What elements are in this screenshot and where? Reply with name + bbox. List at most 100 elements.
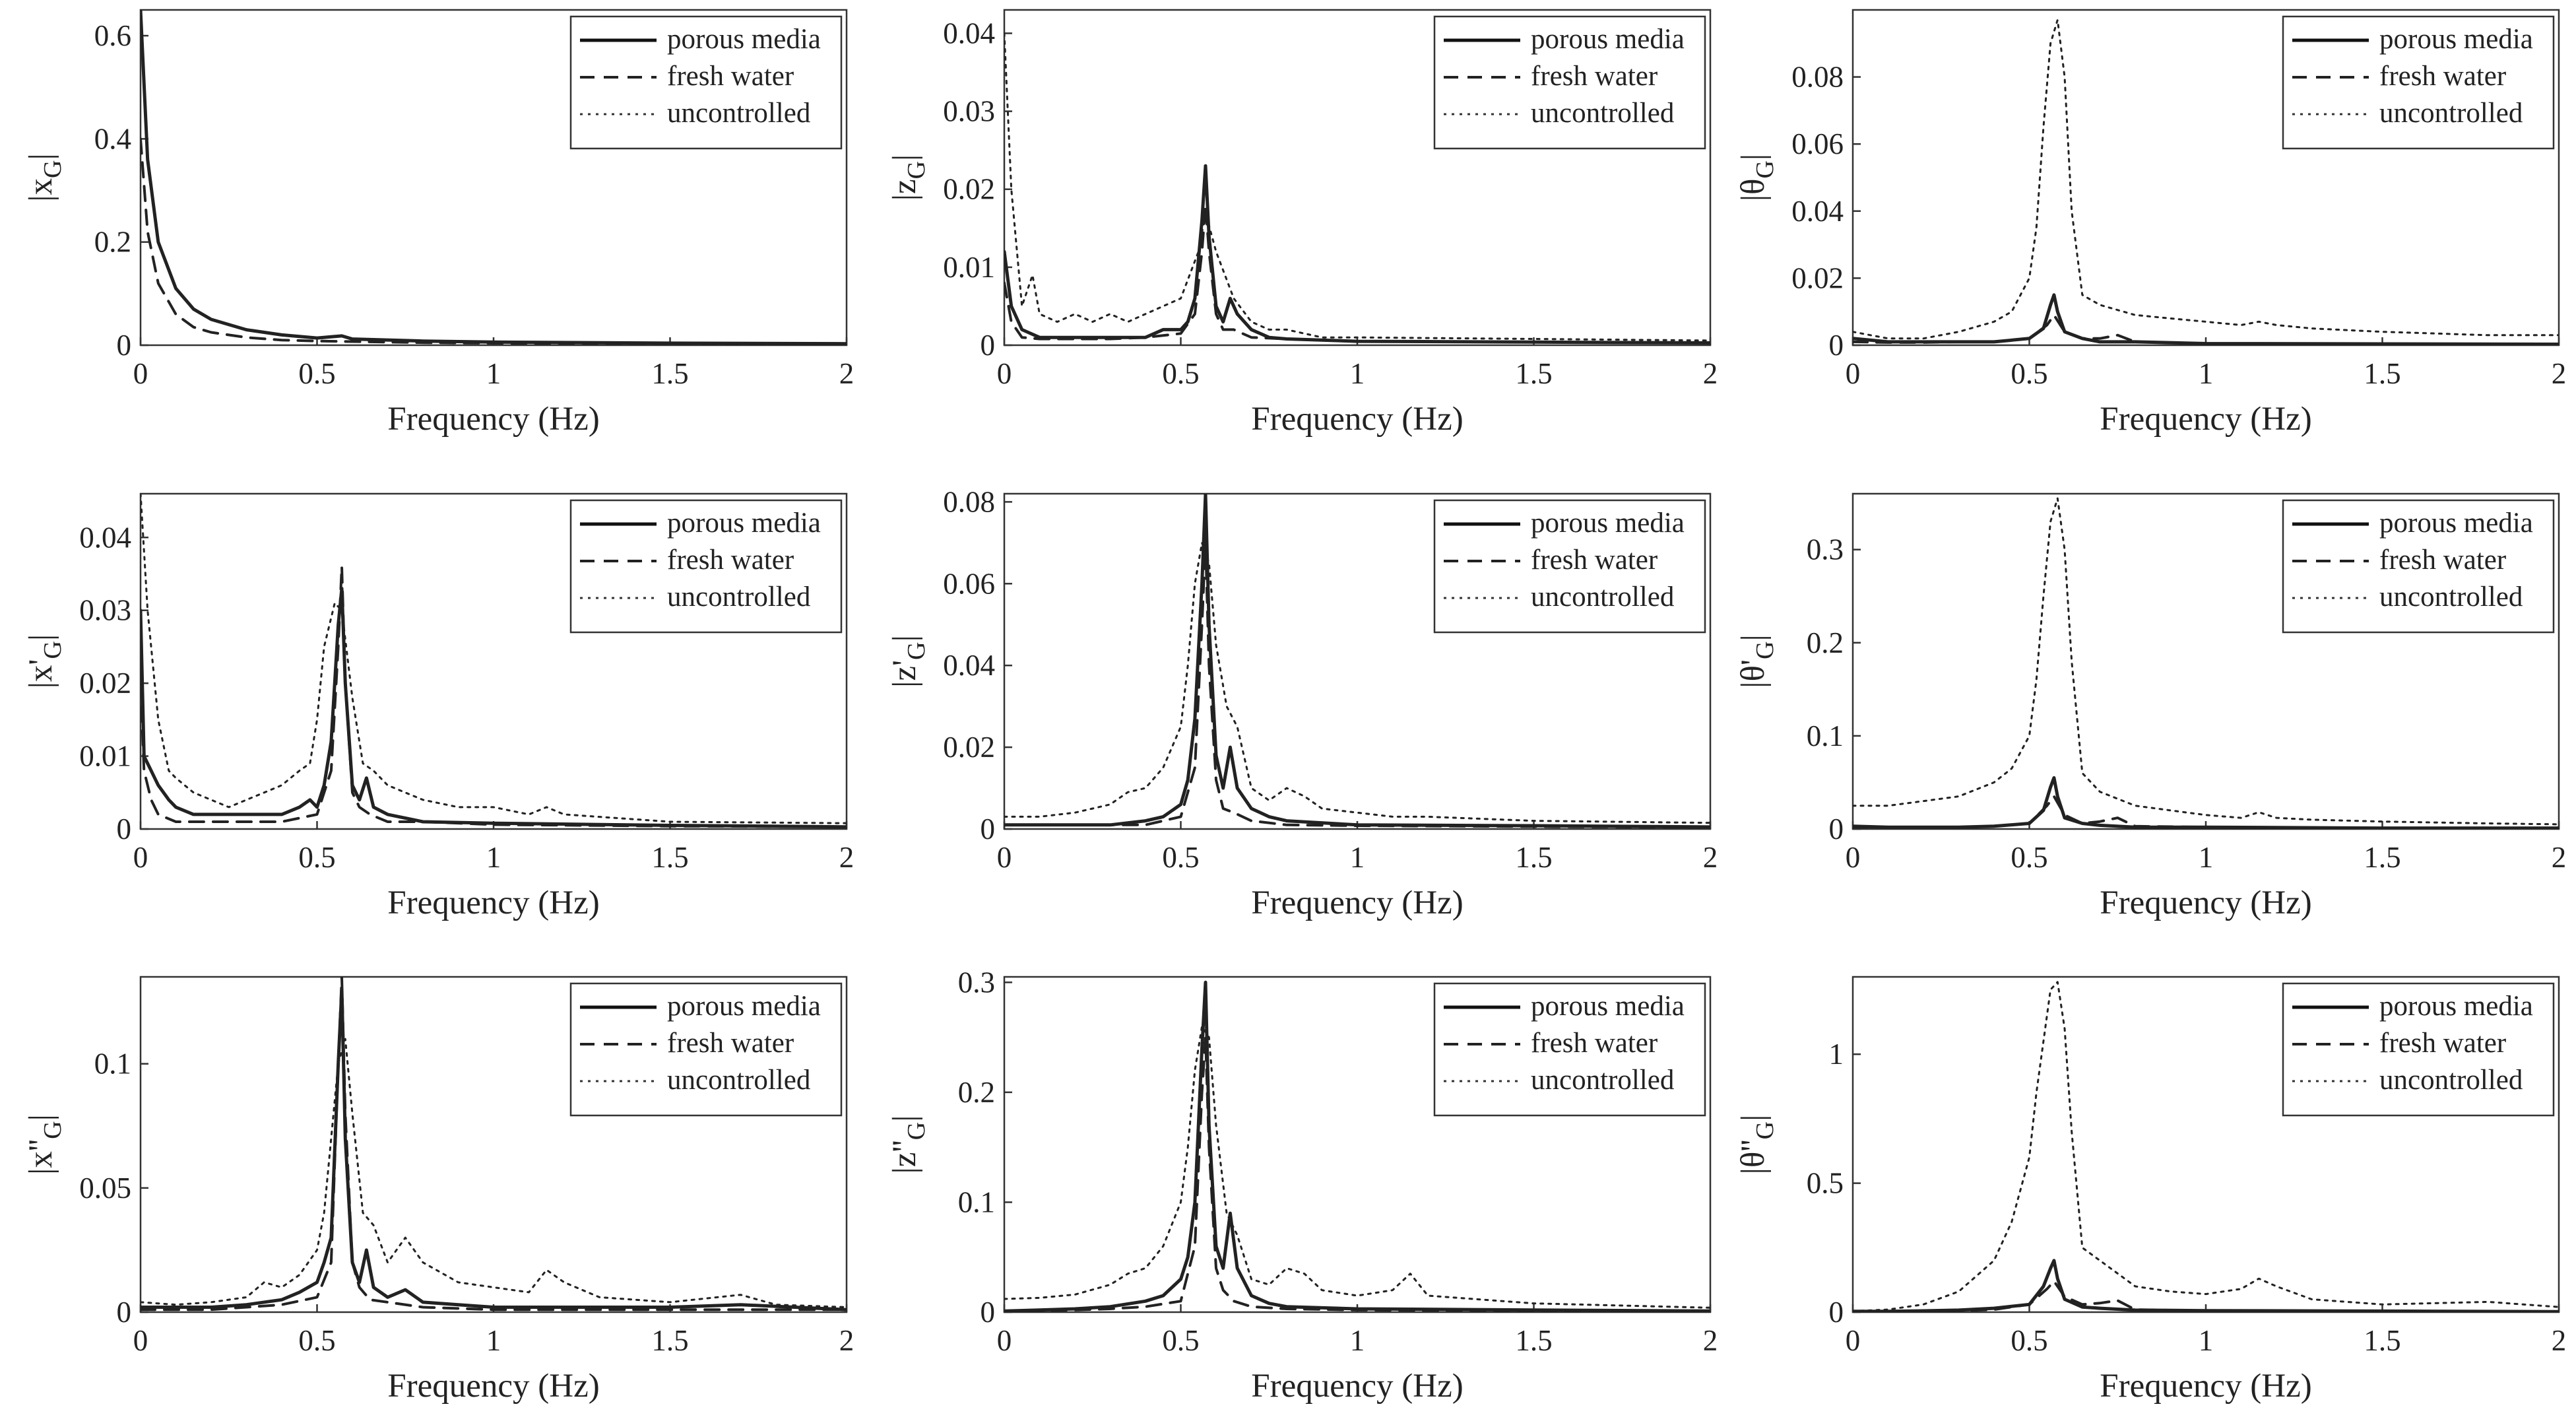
y-axis-label-tail: |	[22, 634, 59, 641]
y-axis-label-sub: G	[1751, 641, 1779, 659]
legend-label: uncontrolled	[2379, 581, 2523, 613]
y-axis-label-sub: G	[39, 1121, 67, 1139]
series-uncontrolled	[141, 494, 847, 824]
x-tick-label: 0	[1846, 841, 1861, 874]
y-tick-label: 0.04	[943, 17, 995, 50]
y-tick-label: 0	[981, 329, 996, 362]
series-uncontrolled	[1853, 981, 2559, 1312]
legend-label: fresh water	[2379, 1028, 2506, 1059]
legend: porous media fresh water uncontrolled	[2282, 499, 2555, 634]
x-tick-label: 0.5	[298, 357, 335, 390]
series-porous-media	[1004, 980, 1710, 1312]
y-axis-label-sub: G	[39, 641, 67, 659]
x-tick-label: 1.5	[651, 357, 688, 390]
x-tick-label: 0	[1846, 357, 1861, 390]
series-porous-media	[1853, 1259, 2559, 1312]
y-tick-label: 0.08	[943, 485, 995, 518]
y-tick-label: 0.1	[958, 1185, 995, 1218]
legend-label: fresh water	[1531, 61, 1658, 92]
legend-label: fresh water	[667, 1028, 794, 1059]
x-axis-label: Frequency (Hz)	[2100, 1368, 2311, 1405]
y-tick-label: 0	[1829, 1296, 1844, 1329]
legend: porous media fresh water uncontrolled	[1433, 499, 1706, 634]
legend-label: uncontrolled	[1531, 98, 1674, 129]
y-axis-label: |zG|	[886, 154, 930, 201]
subplot-5: 0 0.5 1 1.5 2 0 0.02 0.04 0.06 0.08 Frequency (Hz)…	[886, 485, 1718, 921]
legend-label: porous media	[2379, 991, 2533, 1022]
y-axis-label-sub: G	[1751, 1121, 1779, 1139]
x-tick-label: 2	[2552, 1324, 2567, 1357]
x-axis-label: Frequency (Hz)	[1251, 884, 1463, 921]
y-tick-label: 0.08	[1791, 61, 1844, 94]
series-porous-media	[1004, 164, 1710, 345]
legend-box	[1433, 15, 1706, 150]
y-axis-label-main: |θ''	[1735, 1139, 1772, 1174]
y-tick-label: 0.2	[958, 1076, 995, 1109]
x-tick-label: 2	[839, 841, 854, 874]
x-tick-label: 2	[1703, 841, 1718, 874]
series-porous-media	[1853, 293, 2559, 345]
legend: porous media fresh water uncontrolled	[569, 15, 843, 150]
legend-label: porous media	[1531, 24, 1685, 55]
y-tick-label: 0	[981, 813, 996, 846]
y-axis-label-main: |θ'	[1735, 659, 1772, 688]
series-uncontrolled	[1853, 497, 2559, 826]
y-axis-label-tail: |	[22, 153, 59, 160]
legend-label: uncontrolled	[2379, 1065, 2523, 1096]
y-tick-label: 0.05	[79, 1172, 131, 1205]
x-tick-label: 0.5	[298, 841, 335, 874]
legend-label: porous media	[1531, 508, 1685, 539]
y-axis-label-sub: G	[903, 1122, 930, 1140]
legend-label: porous media	[2379, 508, 2533, 539]
legend-box	[1433, 982, 1706, 1117]
legend-label: porous media	[1531, 991, 1685, 1022]
legend-box	[2282, 982, 2555, 1117]
series-porous-media	[1853, 776, 2559, 829]
y-tick-label: 0.3	[1807, 533, 1844, 566]
y-tick-label: 0.06	[1791, 127, 1844, 160]
series-uncontrolled	[1004, 32, 1710, 342]
y-tick-label: 0.3	[958, 966, 995, 999]
legend-label: fresh water	[667, 61, 794, 92]
x-tick-label: 1	[1350, 357, 1365, 390]
y-axis-label-main: |x'	[22, 659, 59, 688]
subplot-6: 0 0.5 1 1.5 2 0 0.1 0.2 0.3 Frequency (Hz) |θ'G| po…	[1735, 492, 2567, 921]
x-tick-label: 1.5	[651, 1324, 688, 1357]
series-fresh-water	[141, 137, 847, 345]
legend: porous media fresh water uncontrolled	[2282, 982, 2555, 1117]
x-tick-label: 2	[2552, 841, 2567, 874]
y-axis-label-main: |z''	[886, 1140, 923, 1174]
x-tick-label: 0	[133, 841, 148, 874]
legend-label: fresh water	[1531, 1028, 1658, 1059]
legend-label: fresh water	[2379, 61, 2506, 92]
y-tick-label: 0	[1829, 329, 1844, 362]
x-tick-label: 1	[486, 841, 501, 874]
legend-label: uncontrolled	[1531, 1065, 1674, 1096]
y-tick-label: 0.04	[79, 521, 131, 554]
series-fresh-water	[1004, 203, 1710, 345]
x-axis-label: Frequency (Hz)	[2100, 401, 2311, 438]
x-tick-label: 1.5	[1515, 357, 1552, 390]
x-tick-label: 0.5	[2011, 1324, 2047, 1357]
y-tick-label: 0.2	[94, 226, 131, 259]
x-tick-label: 1.5	[2364, 1324, 2400, 1357]
legend-box	[569, 499, 843, 634]
subplot-3: 0 0.5 1 1.5 2 0 0.02 0.04 0.06 0.08 Frequency (Hz)…	[1735, 9, 2566, 438]
x-tick-label: 0.5	[1162, 841, 1199, 874]
x-tick-label: 1	[1350, 1324, 1365, 1357]
y-tick-label: 0	[117, 329, 132, 362]
subplot-2: 0 0.5 1 1.5 2 0 0.01 0.02 0.03 0.04 Frequency (Hz)…	[886, 9, 1718, 438]
series-uncontrolled	[1853, 18, 2559, 340]
x-axis-label: Frequency (Hz)	[1251, 1368, 1463, 1405]
x-tick-label: 0.5	[2011, 841, 2047, 874]
legend: porous media fresh water uncontrolled	[569, 982, 843, 1117]
y-tick-label: 0.03	[79, 594, 131, 627]
legend-label: porous media	[2379, 24, 2533, 55]
y-axis-label-tail: |	[22, 1114, 59, 1121]
legend-label: porous media	[667, 508, 821, 539]
y-axis-label-main: |x	[22, 178, 59, 202]
y-tick-label: 0.03	[943, 95, 995, 128]
y-tick-label: 0.02	[1791, 261, 1844, 294]
x-tick-label: 1	[2199, 1324, 2214, 1357]
legend-label: uncontrolled	[667, 98, 810, 129]
